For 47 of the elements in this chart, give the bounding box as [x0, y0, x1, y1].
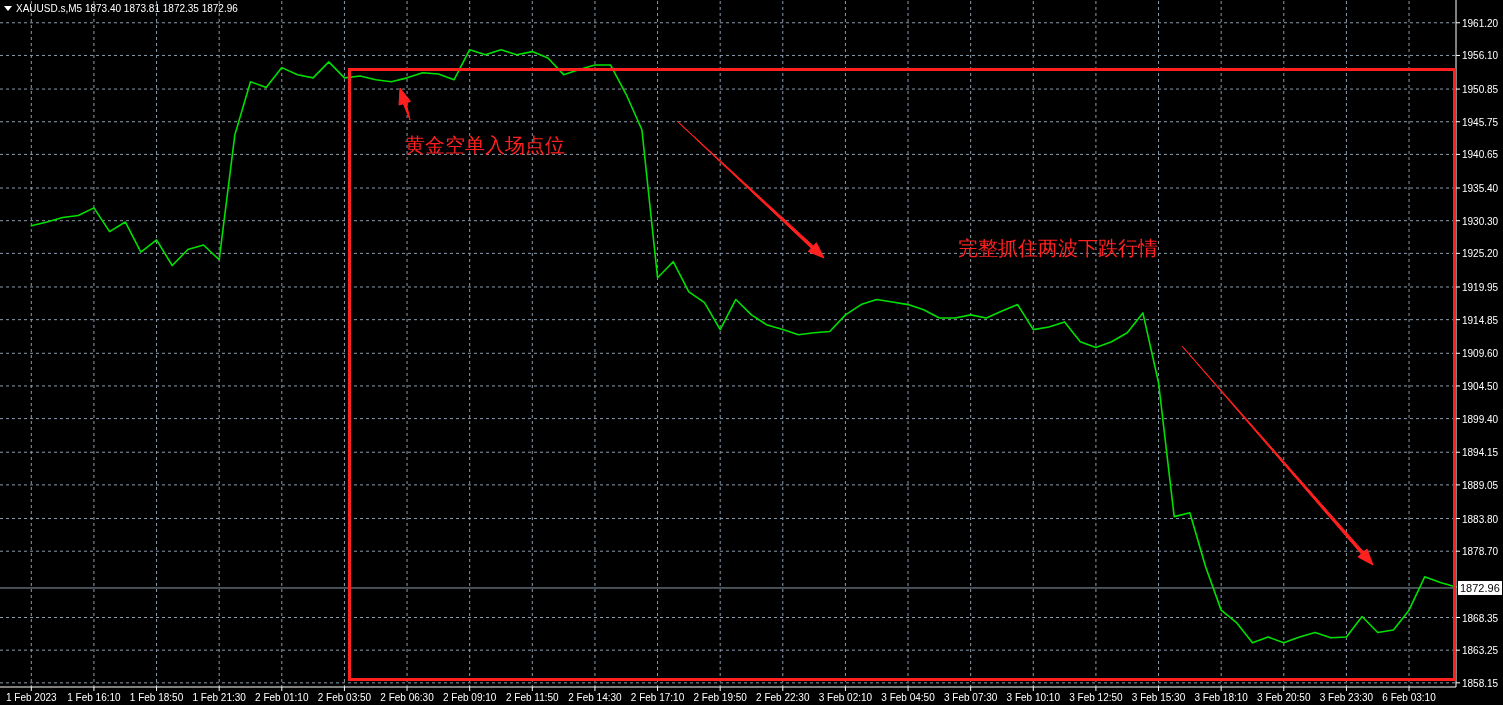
x-tick-label: 6 Feb 03:10 — [1382, 692, 1437, 703]
y-tick-label: 1894.15 — [1462, 447, 1499, 459]
y-tick-label: 1914.85 — [1462, 314, 1499, 326]
x-tick-label: 2 Feb 14:30 — [568, 692, 623, 703]
y-tick-label: 1956.10 — [1462, 50, 1499, 62]
y-tick-label: 1883.80 — [1462, 513, 1499, 525]
x-tick-label: 2 Feb 17:10 — [630, 692, 685, 703]
x-tick-label: 2 Feb 01:10 — [255, 692, 309, 703]
x-tick-label: 3 Feb 04:50 — [881, 692, 936, 703]
y-tick-label: 1858.15 — [1462, 677, 1499, 689]
y-tick-label: 1961.20 — [1462, 17, 1499, 29]
x-tick-label: 3 Feb 02:10 — [818, 692, 873, 703]
x-tick-label: 3 Feb 07:30 — [943, 692, 998, 703]
y-tick-label: 1925.20 — [1462, 248, 1499, 260]
y-tick-label: 1940.65 — [1462, 149, 1499, 161]
x-tick-label: 2 Feb 11:50 — [505, 692, 560, 703]
y-tick-label: 1899.40 — [1462, 413, 1499, 425]
x-tick-label: 3 Feb 15:30 — [1131, 692, 1186, 703]
x-tick-label: 2 Feb 09:10 — [442, 692, 497, 703]
y-tick-label: 1904.50 — [1462, 380, 1499, 392]
x-tick-label: 3 Feb 18:10 — [1194, 692, 1249, 703]
y-tick-label: 1863.25 — [1462, 645, 1499, 657]
y-tick-label: 1889.05 — [1462, 479, 1499, 491]
x-tick-label: 3 Feb 12:50 — [1069, 692, 1124, 703]
x-tick-label: 1 Feb 16:10 — [67, 692, 122, 703]
x-tick-label: 3 Feb 10:10 — [1006, 692, 1061, 703]
y-tick-label: 1945.75 — [1462, 116, 1499, 128]
annotation: 黄金空单入场点位 — [405, 134, 565, 156]
x-tick-label: 2 Feb 22:30 — [756, 692, 810, 703]
y-tick-label: 1930.30 — [1462, 215, 1499, 227]
y-tick-label: 1935.40 — [1462, 183, 1499, 195]
chart-title: XAUUSD.s,M5 1873.40 1873.81 1872.35 1872.96 — [16, 3, 239, 14]
y-tick-label: 1919.95 — [1462, 281, 1499, 293]
x-tick-label: 2 Feb 06:30 — [380, 692, 435, 703]
y-tick-label: 1878.70 — [1462, 546, 1499, 558]
x-tick-label: 3 Feb 23:30 — [1319, 692, 1374, 703]
ref-line-label: 1872.96 — [1460, 581, 1500, 594]
x-tick-label: 2 Feb 19:50 — [693, 692, 748, 703]
x-tick-label: 1 Feb 21:30 — [192, 692, 247, 703]
x-tick-label: 3 Feb 20:50 — [1257, 692, 1311, 703]
annotation: 完整抓住两波下跌行情 — [958, 237, 1158, 259]
x-tick-label: 1 Feb 2023 — [6, 692, 58, 703]
x-tick-label: 1 Feb 18:50 — [129, 692, 184, 703]
x-tick-label: 2 Feb 03:50 — [317, 692, 372, 703]
y-tick-label: 1950.85 — [1462, 84, 1499, 96]
y-tick-label: 1909.60 — [1462, 348, 1499, 360]
y-tick-label: 1868.35 — [1462, 612, 1499, 624]
